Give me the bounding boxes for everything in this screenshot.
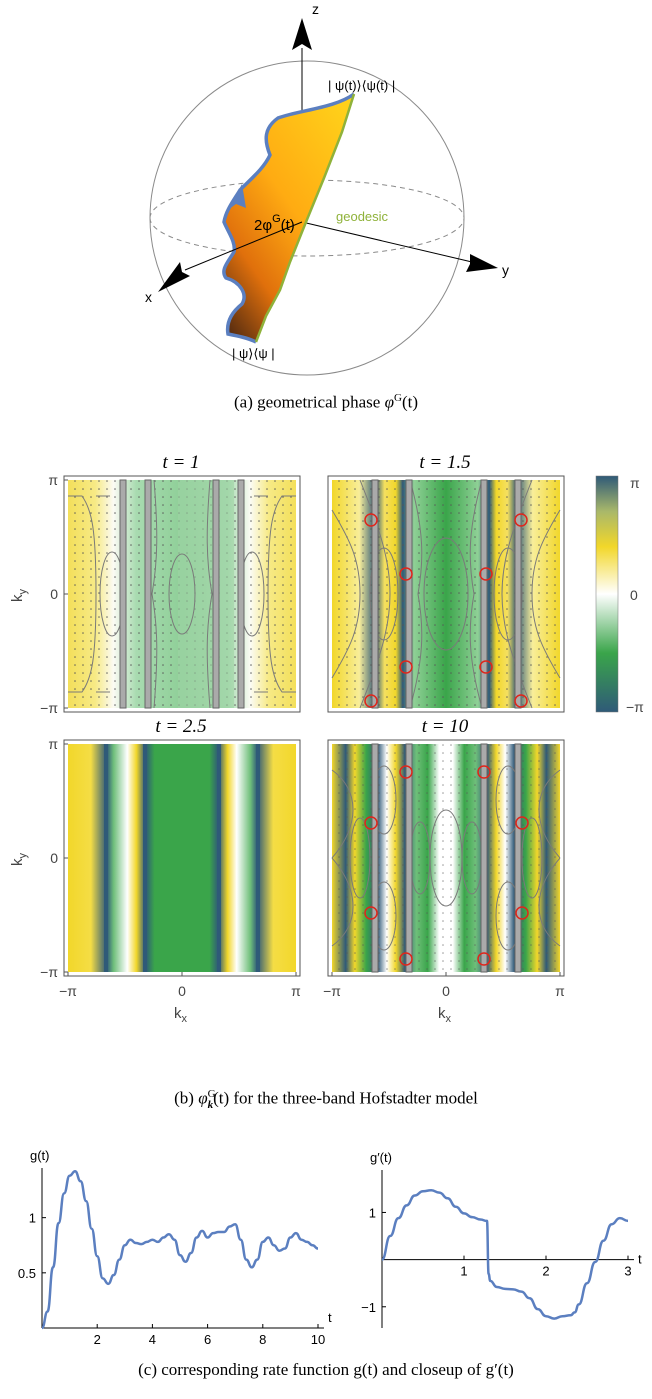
xtick-pi-left: π — [291, 983, 301, 999]
geodesic-label: geodesic — [336, 209, 389, 224]
chart-g: 2 4 6 8 10 0.5 1 g(t) t — [18, 1148, 332, 1347]
x-tick-label: 6 — [204, 1332, 211, 1347]
bloch-sphere-figure: z y x | ψ(t)⟩⟨ψ(t) | | ψ⟩⟨ψ | geodesic 2… — [145, 1, 509, 376]
z-axis-arrowhead — [292, 18, 312, 50]
heatmap-t1-5 — [331, 479, 561, 709]
heatmap-title-4: t = 10 — [421, 716, 469, 737]
ytick-negpi-bottom: −π — [40, 964, 58, 980]
initial-state-label: | ψ⟩⟨ψ | — [232, 346, 275, 361]
y-axis-arrowhead — [466, 254, 498, 272]
heatmap-t10 — [331, 743, 561, 973]
final-state-label: | ψ(t)⟩⟨ψ(t) | — [328, 78, 395, 93]
y-tick-label: 1 — [29, 1211, 36, 1226]
x-tick-label: 2 — [542, 1264, 549, 1279]
critical-point-markers — [364, 513, 529, 966]
y-axis-label: y — [502, 262, 509, 278]
series-line — [40, 1170, 319, 1330]
colorbar-tick-bottom: −π — [626, 699, 644, 715]
caption-b: (b) φGk(t) for the three-band Hofstadter… — [174, 1088, 478, 1112]
x-tick-label: 10 — [311, 1332, 325, 1347]
heatmap-title-1: t = 1 — [162, 452, 200, 473]
series-line — [381, 1189, 629, 1320]
caption-a: (a) geometrical phase φG(t) — [234, 392, 418, 412]
y-axis-title: g(t) — [30, 1148, 50, 1163]
ytick-pi-top: π — [48, 472, 58, 488]
x-axis — [184, 221, 303, 271]
ytick-negpi-top: −π — [40, 700, 58, 716]
y-axis-title: g′(t) — [370, 1150, 392, 1165]
colorbar-tick-top: π — [630, 475, 640, 491]
y-axis — [301, 221, 473, 263]
x-axis-label: x — [145, 289, 152, 305]
surface-boundary-curve — [222, 92, 356, 344]
x-tick-label: 8 — [259, 1332, 266, 1347]
ky-label-top: ky — [9, 589, 29, 603]
ky-label-bottom: ky — [9, 853, 29, 867]
y-tick-label: 0.5 — [18, 1266, 36, 1281]
ytick-zero-top: 0 — [50, 586, 58, 602]
heatmap-title-3: t = 2.5 — [155, 716, 207, 737]
xtick-pi-right: π — [555, 983, 565, 999]
heatmap-title-2: t = 1.5 — [419, 452, 471, 473]
x-axis-title: t — [328, 1310, 332, 1325]
xtick-negpi-left: −π — [59, 983, 77, 999]
xtick-negpi-right: −π — [323, 983, 341, 999]
xtick-zero-right: 0 — [442, 983, 450, 999]
x-tick-label: 3 — [624, 1264, 631, 1279]
x-axis-arrowhead — [158, 262, 190, 292]
chart-g-prime: 1 2 3 1 −1 g′(t) t — [361, 1150, 642, 1328]
ytick-pi-bottom: π — [48, 736, 58, 752]
kx-label-left: kx — [174, 1005, 188, 1025]
phase-label: 2φG(t) — [254, 213, 295, 234]
x-tick-label: 4 — [149, 1332, 156, 1347]
x-tick-label: 2 — [94, 1332, 101, 1347]
heatmap-t2-5 — [68, 744, 296, 972]
geometric-phase-surface — [223, 94, 354, 342]
xtick-zero-left: 0 — [178, 983, 186, 999]
z-axis-label: z — [312, 1, 319, 17]
heatmap-grid: π 0 −π π 0 −π π 0 −π −π 0 π −π 0 π ky ky… — [9, 472, 644, 1025]
boundary-direction-arrow — [228, 184, 246, 210]
heatmap-t1 — [68, 479, 296, 709]
y-tick-label: −1 — [361, 1300, 376, 1315]
heatmap-ticks — [64, 479, 561, 976]
equator-back — [149, 179, 465, 219]
equator-front — [149, 217, 465, 257]
x-axis-title: t — [638, 1252, 642, 1267]
rate-function-charts: 2 4 6 8 10 0.5 1 g(t) t 1 2 3 1 −1 g′(t) t — [18, 1148, 642, 1347]
x-tick-label: 1 — [460, 1264, 467, 1279]
ytick-zero-bottom: 0 — [50, 850, 58, 866]
caption-c: (c) corresponding rate function g(t) and… — [138, 1360, 514, 1379]
kx-label-right: kx — [438, 1005, 452, 1025]
colorbar — [595, 475, 619, 713]
y-tick-label: 1 — [369, 1205, 376, 1220]
colorbar-tick-mid: 0 — [630, 587, 638, 603]
geodesic-line — [254, 93, 356, 343]
